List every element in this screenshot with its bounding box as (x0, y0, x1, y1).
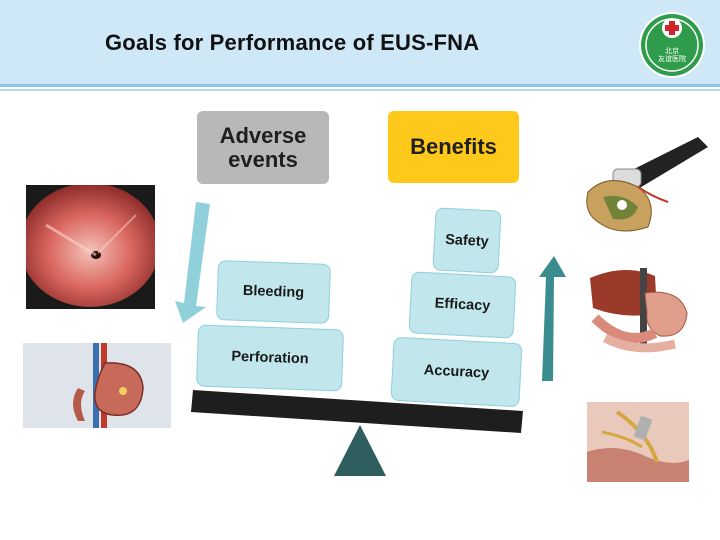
header-band (0, 0, 720, 84)
stent-illustration (587, 402, 689, 482)
bleeding-block: Bleeding (215, 260, 332, 324)
header-divider-thin (0, 89, 720, 91)
accuracy-block: Accuracy (390, 336, 523, 408)
header-divider (0, 84, 720, 87)
liver-anatomy-photo (585, 258, 693, 355)
stomach-anatomy-photo (23, 343, 171, 428)
down-arrow-icon (175, 202, 210, 323)
slide-title: Goals for Performance of EUS-FNA (105, 30, 480, 55)
eus-probe-illustration (578, 137, 708, 240)
logo-caption: 北京 友谊医院 (650, 47, 694, 63)
adverse-events-header: Adverse events (197, 111, 329, 184)
fulcrum-triangle (334, 425, 386, 476)
benefits-header: Benefits (388, 111, 519, 183)
logo-text-line2: 友谊医院 (658, 55, 686, 63)
efficacy-block: Efficacy (408, 271, 517, 339)
hospital-logo (639, 12, 705, 78)
logo-text-line1: 北京 (665, 47, 679, 55)
perforation-block: Perforation (195, 324, 345, 392)
cross-icon (662, 18, 682, 38)
safety-block: Safety (432, 207, 502, 274)
up-arrow-icon (539, 256, 566, 381)
endoscopy-photo (26, 185, 155, 309)
balance-beam (191, 390, 523, 433)
